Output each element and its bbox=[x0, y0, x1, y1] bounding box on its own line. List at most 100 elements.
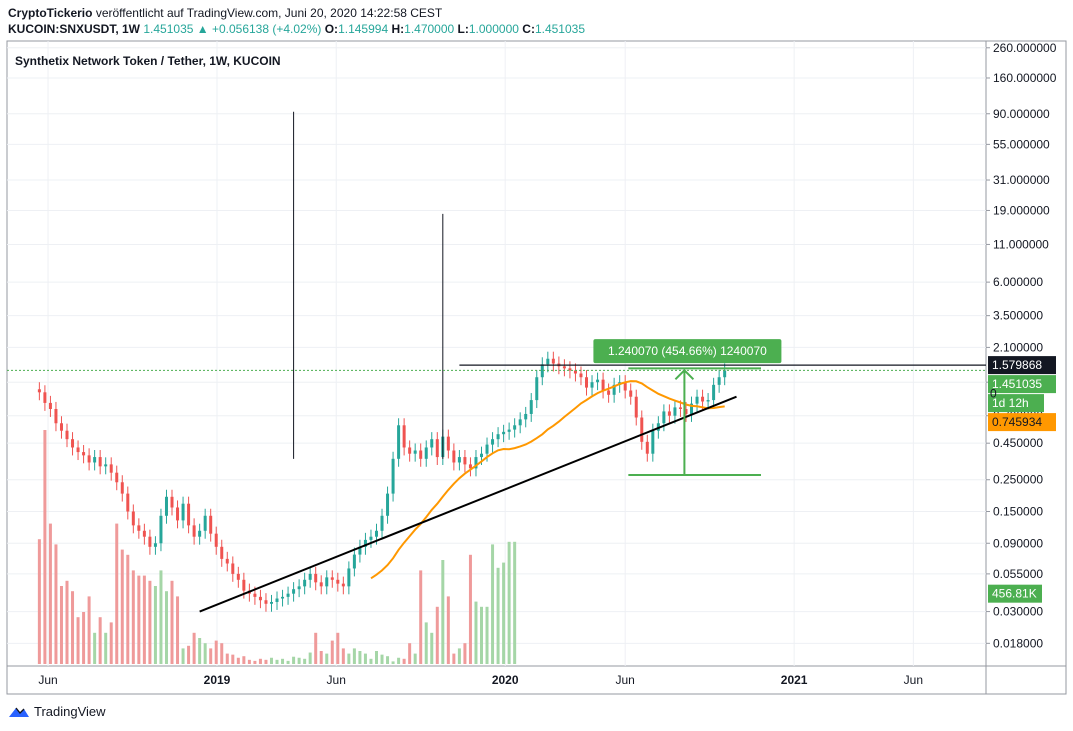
candle-body bbox=[281, 596, 285, 599]
candle-body bbox=[43, 392, 47, 403]
volume-bar bbox=[164, 591, 168, 664]
x-tick-label: Jun bbox=[616, 673, 635, 687]
volume-bar bbox=[286, 660, 290, 664]
publisher-name[interactable]: CryptoTickerio bbox=[8, 6, 93, 20]
volume-bar bbox=[269, 657, 273, 664]
candle-body bbox=[76, 447, 80, 453]
volume-bar bbox=[463, 643, 467, 664]
candle-body bbox=[673, 407, 677, 416]
volume-bar bbox=[258, 658, 262, 664]
volume-bar bbox=[413, 653, 417, 664]
volume-bar bbox=[59, 586, 63, 664]
candle-body bbox=[137, 525, 141, 531]
candle-body bbox=[457, 457, 461, 463]
volume-bar bbox=[402, 658, 406, 664]
volume-bar bbox=[297, 657, 301, 664]
candle-body bbox=[325, 577, 329, 587]
volume-bar bbox=[391, 661, 395, 664]
y-tick-label: 0.018000 bbox=[993, 636, 1043, 650]
candle-body bbox=[231, 563, 235, 574]
candle-body bbox=[596, 379, 600, 383]
volume-bar bbox=[352, 648, 356, 664]
volume-bar bbox=[137, 575, 141, 664]
price-label-box bbox=[988, 356, 1056, 375]
volume-bar bbox=[369, 658, 373, 664]
volume-bar bbox=[214, 640, 218, 664]
candle-body bbox=[634, 396, 638, 418]
candle-body bbox=[468, 464, 472, 469]
volume-badge-box bbox=[988, 584, 1042, 603]
candle-body bbox=[446, 436, 450, 451]
y-tick-label: 2.100000 bbox=[993, 340, 1043, 354]
candle-body bbox=[479, 453, 483, 458]
open-value: 1.145994 bbox=[338, 22, 389, 36]
candle-body bbox=[209, 515, 213, 534]
volume-bar bbox=[253, 660, 257, 664]
candle-body bbox=[104, 464, 108, 467]
volume-bar bbox=[98, 617, 102, 664]
volume-bar bbox=[446, 596, 450, 664]
x-tick-label: Jun bbox=[38, 673, 57, 687]
candle-body bbox=[220, 546, 224, 559]
price-label-text: 1.451035 bbox=[992, 377, 1042, 391]
close-value: 1.451035 bbox=[534, 22, 586, 36]
volume-bar bbox=[54, 544, 58, 664]
price-axis-fragment: 0 bbox=[990, 387, 997, 401]
candle-body bbox=[518, 419, 522, 426]
volume-bar bbox=[82, 612, 86, 664]
volume-bar bbox=[363, 653, 367, 664]
candle-body bbox=[430, 439, 434, 448]
volume-bar bbox=[507, 541, 511, 664]
volume-bar bbox=[419, 570, 423, 664]
candle-body bbox=[386, 493, 390, 516]
low-value: 1.000000 bbox=[468, 22, 519, 36]
candle-body bbox=[452, 450, 456, 463]
candle-body bbox=[148, 536, 152, 547]
volume-bar bbox=[308, 652, 312, 664]
ohlc-line: KUCOIN:SNXUSDT, 1W 1.451035 ▲ +0.056138 … bbox=[8, 22, 585, 36]
candle-body bbox=[529, 400, 533, 414]
volume-bar bbox=[225, 653, 229, 664]
footer-brand[interactable]: TradingView bbox=[34, 704, 106, 719]
candle-body bbox=[341, 583, 345, 587]
candle-body bbox=[424, 447, 428, 459]
candle-body bbox=[678, 407, 682, 409]
volume-bar bbox=[314, 632, 318, 664]
close-label: C: bbox=[522, 22, 535, 36]
volume-bar bbox=[120, 549, 124, 664]
volume-bar bbox=[115, 523, 119, 664]
volume-bar bbox=[242, 656, 246, 664]
candle-body bbox=[491, 439, 495, 445]
candle-body bbox=[336, 579, 340, 584]
candle-body bbox=[723, 370, 727, 378]
candle-body bbox=[601, 379, 605, 391]
y-tick-label: 31.000000 bbox=[993, 173, 1050, 187]
y-tick-label: 11.000000 bbox=[993, 237, 1049, 251]
y-tick-label: 0.090000 bbox=[993, 536, 1043, 550]
candle-body bbox=[590, 382, 594, 388]
price-label-box bbox=[988, 375, 1056, 394]
open-label: O: bbox=[324, 22, 339, 36]
candle-body bbox=[176, 507, 180, 521]
x-tick-label: 2021 bbox=[781, 673, 808, 687]
volume-bar bbox=[71, 591, 75, 664]
volume-bar bbox=[491, 544, 495, 664]
volume-bar bbox=[386, 656, 390, 664]
footer: TradingView bbox=[8, 704, 106, 719]
candle-body bbox=[275, 598, 279, 602]
candle-body bbox=[303, 579, 307, 587]
candle-body bbox=[126, 493, 130, 512]
candle-body bbox=[562, 366, 566, 369]
volume-bar bbox=[325, 653, 329, 664]
volume-bar bbox=[347, 653, 351, 664]
x-tick-label: Jun bbox=[327, 673, 346, 687]
candle-body bbox=[98, 457, 102, 467]
volume-bar bbox=[452, 653, 456, 664]
candle-body bbox=[684, 408, 688, 414]
volume-bar bbox=[319, 651, 323, 664]
measure-label-box bbox=[593, 339, 782, 364]
volume-bar bbox=[358, 651, 362, 664]
volume-bar bbox=[170, 580, 174, 664]
candle-body bbox=[363, 539, 367, 547]
